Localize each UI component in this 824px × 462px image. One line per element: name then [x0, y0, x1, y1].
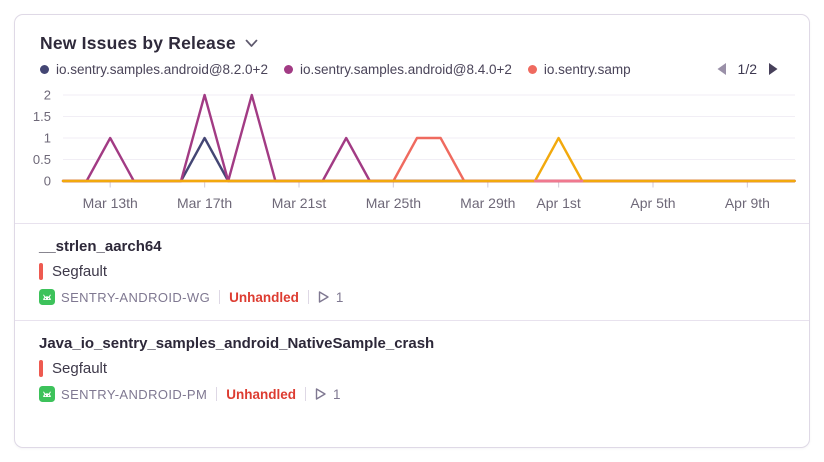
legend-label: io.sentry.samp [543, 61, 631, 77]
legend-label: io.sentry.samples.android@8.4.0+2 [299, 61, 512, 77]
android-icon [39, 289, 55, 305]
error-level-bar [39, 360, 43, 377]
issue-culprit: Segfault [52, 263, 108, 280]
y-axis-label: 1 [44, 131, 51, 146]
x-axis-label: Apr 5th [630, 195, 675, 211]
events-count-value: 1 [335, 289, 344, 305]
error-level-bar [39, 263, 43, 280]
legend-next-button[interactable] [768, 62, 779, 76]
project-slug: SENTRY-ANDROID-PM [61, 386, 208, 402]
events-count: 1 [318, 289, 344, 305]
chart-section: New Issues by Release io.sentry.samples.… [15, 15, 809, 223]
project-badge: SENTRY-ANDROID-PM [39, 386, 207, 402]
project-slug: SENTRY-ANDROID-WG [61, 289, 211, 305]
legend-dot-icon [527, 64, 537, 74]
issue-title-link[interactable]: Java_io_sentry_samples_android_NativeSam… [39, 335, 435, 352]
legend-prev-button[interactable] [716, 62, 727, 76]
new-issues-chart[interactable]: 0 0.5 1 1.5 2 Mar 13th Mar 17th Mar 21st Mar 25t… [25, 81, 799, 219]
arrow-right-icon [769, 63, 778, 75]
series-line [61, 136, 796, 183]
x-axis-label: Mar 17th [177, 195, 232, 211]
y-axis-label: 2 [44, 88, 51, 103]
issue-culprit: Segfault [52, 360, 108, 377]
android-icon [39, 386, 55, 402]
new-issues-widget: New Issues by Release io.sentry.samples.… [14, 14, 810, 448]
legend-pager: 1/2 [706, 61, 779, 77]
unhandled-tag: Unhandled [229, 289, 299, 305]
x-axis-label: Mar 25th [366, 195, 421, 211]
issue-row: __strlen_aarch64 Segfault SENTRY-ANDROID… [15, 223, 809, 320]
x-axis-label: Apr 1st [536, 195, 580, 211]
chart-legend: io.sentry.samples.android@8.2.0+2 io.sen… [40, 61, 797, 77]
widget-title-dropdown[interactable]: New Issues by Release [40, 33, 797, 54]
x-axis-label: Mar 21st [272, 195, 327, 211]
issue-level: Segfault [39, 360, 785, 377]
arrow-left-icon [717, 63, 726, 75]
events-count: 1 [315, 386, 341, 402]
legend-item-release-1[interactable]: io.sentry.samples.android@8.2.0+2 [40, 62, 268, 77]
legend-item-release-3[interactable]: io.sentry.samp [527, 61, 631, 77]
legend-dot-icon [283, 64, 293, 74]
legend-dot-icon [40, 64, 49, 74]
legend-page-indicator: 1/2 [737, 61, 757, 77]
y-axis-label: 0.5 [33, 152, 51, 167]
separator [219, 290, 221, 304]
issue-row: Java_io_sentry_samples_android_NativeSam… [15, 320, 809, 417]
issue-meta: SENTRY-ANDROID-WG Unhandled 1 [39, 289, 785, 305]
widget-title: New Issues by Release [40, 33, 236, 53]
separator [304, 387, 306, 401]
y-axis-label: 1.5 [33, 109, 51, 124]
project-badge: SENTRY-ANDROID-WG [39, 289, 210, 305]
issue-level: Segfault [39, 263, 785, 280]
play-icon [315, 388, 326, 400]
issue-title-link[interactable]: __strlen_aarch64 [39, 238, 162, 255]
x-axis-label: Apr 9th [725, 195, 770, 211]
events-count-value: 1 [332, 386, 341, 402]
legend-label: io.sentry.samples.android@8.2.0+2 [56, 61, 268, 77]
legend-item-release-2[interactable]: io.sentry.samples.android@8.4.0+2 [283, 61, 512, 77]
play-icon [318, 291, 329, 303]
y-axis-label: 0 [44, 174, 51, 189]
x-axis-label: Mar 29th [460, 195, 515, 211]
x-axis-label: Mar 13th [83, 195, 138, 211]
separator [307, 290, 309, 304]
separator [216, 387, 218, 401]
chevron-down-icon[interactable] [245, 39, 258, 48]
unhandled-tag: Unhandled [226, 386, 296, 402]
issue-meta: SENTRY-ANDROID-PM Unhandled 1 [39, 386, 785, 402]
